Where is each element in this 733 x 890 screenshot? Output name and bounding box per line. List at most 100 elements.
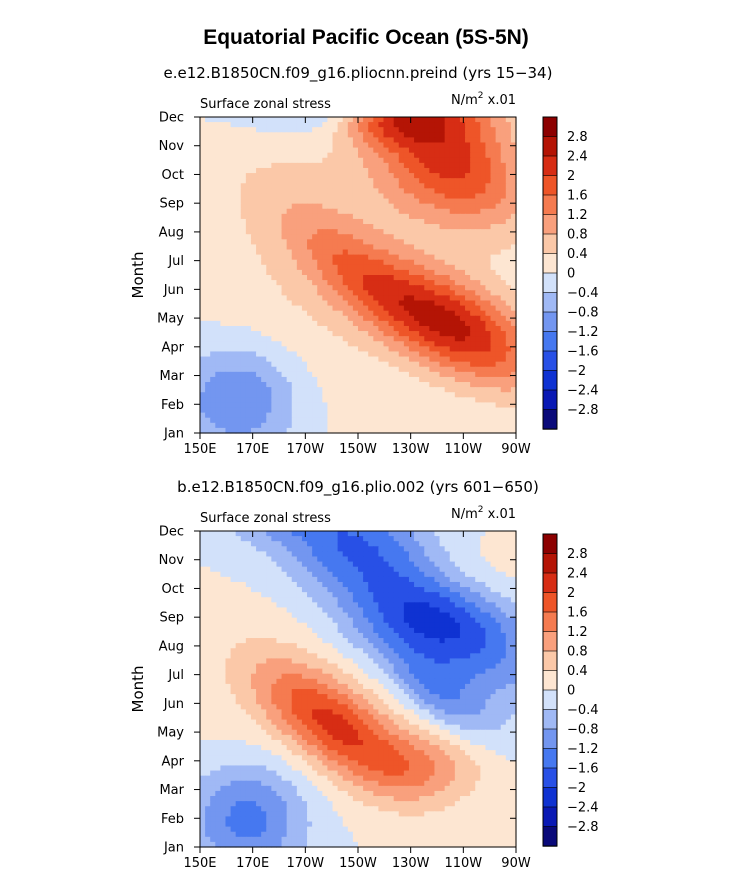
heatmap-cell bbox=[398, 142, 405, 149]
heatmap-cell bbox=[205, 249, 211, 256]
heatmap-cell bbox=[296, 203, 303, 210]
heatmap-cell bbox=[296, 427, 303, 434]
heatmap-cell bbox=[296, 122, 303, 128]
heatmap-cell bbox=[388, 117, 395, 123]
heatmap-cell bbox=[332, 427, 339, 434]
heatmap-cell bbox=[434, 290, 441, 296]
heatmap-cell bbox=[388, 371, 395, 378]
heatmap-cell bbox=[378, 275, 385, 281]
heatmap-cell bbox=[312, 331, 318, 337]
heatmap-cell bbox=[352, 300, 359, 307]
heatmap-cell bbox=[368, 315, 374, 322]
heatmap-cell bbox=[220, 147, 227, 154]
heatmap-cell bbox=[296, 392, 303, 398]
heatmap-cell bbox=[322, 208, 329, 215]
heatmap-cell bbox=[235, 208, 242, 215]
heatmap-cell bbox=[485, 315, 492, 322]
heatmap-cell bbox=[332, 315, 339, 322]
heatmap-cell bbox=[327, 137, 334, 144]
heatmap-cell bbox=[235, 541, 242, 547]
heatmap-cell bbox=[230, 541, 237, 547]
heatmap-cell bbox=[301, 218, 308, 225]
heatmap-cell bbox=[332, 417, 339, 424]
heatmap-cell bbox=[439, 602, 446, 609]
heatmap-cell bbox=[281, 602, 288, 609]
heatmap-cell bbox=[291, 178, 298, 184]
heatmap-cell bbox=[505, 188, 512, 195]
heatmap-cell bbox=[250, 541, 257, 547]
heatmap-cell bbox=[398, 320, 405, 327]
heatmap-cell bbox=[200, 602, 206, 609]
heatmap-cell bbox=[301, 157, 308, 164]
heatmap-cell bbox=[363, 127, 369, 133]
heatmap-cell bbox=[342, 531, 349, 537]
heatmap-cell bbox=[250, 325, 257, 332]
heatmap-cell bbox=[301, 602, 308, 609]
heatmap-cell bbox=[393, 280, 400, 286]
heatmap-cell bbox=[444, 587, 451, 593]
heatmap-cell bbox=[205, 280, 211, 286]
heatmap-cell bbox=[307, 331, 313, 337]
heatmap-cell bbox=[266, 597, 272, 603]
heatmap-cell bbox=[210, 239, 216, 246]
heatmap-cell bbox=[500, 290, 507, 296]
heatmap-cell bbox=[505, 229, 512, 235]
heatmap-cell bbox=[250, 259, 257, 266]
heatmap-cell bbox=[327, 152, 334, 159]
heatmap-cell bbox=[205, 356, 211, 363]
heatmap-cell bbox=[322, 152, 329, 159]
heatmap-cell bbox=[408, 597, 415, 603]
heatmap-cell bbox=[403, 331, 410, 337]
heatmap-cell bbox=[434, 147, 441, 154]
heatmap-cell bbox=[500, 300, 507, 307]
heatmap-cell bbox=[449, 142, 456, 149]
heatmap-cell bbox=[235, 122, 242, 128]
heatmap-cell bbox=[393, 122, 400, 128]
heatmap-cell bbox=[388, 427, 395, 434]
heatmap-cell bbox=[210, 295, 216, 302]
heatmap-cell bbox=[322, 320, 329, 327]
heatmap-cell bbox=[337, 531, 344, 537]
heatmap-cell bbox=[230, 346, 237, 353]
heatmap-cell bbox=[245, 571, 252, 578]
heatmap-cell bbox=[434, 422, 441, 429]
heatmap-cell bbox=[439, 315, 446, 322]
heatmap-cell bbox=[373, 280, 379, 286]
heatmap-cell bbox=[449, 356, 456, 363]
heatmap-cell bbox=[378, 387, 385, 393]
heatmap-cell bbox=[322, 351, 329, 358]
heatmap-cell bbox=[424, 117, 430, 123]
heatmap-cell bbox=[317, 531, 323, 537]
heatmap-cell bbox=[414, 132, 420, 138]
heatmap-cell bbox=[301, 541, 308, 547]
heatmap-cell bbox=[419, 162, 425, 169]
heatmap-cell bbox=[398, 361, 405, 368]
heatmap-cell bbox=[424, 167, 430, 174]
heatmap-cell bbox=[281, 561, 288, 568]
heatmap-cell bbox=[414, 546, 420, 552]
heatmap-cell bbox=[408, 581, 415, 588]
heatmap-cell bbox=[332, 366, 339, 373]
heatmap-cell bbox=[470, 602, 476, 609]
heatmap-cell bbox=[312, 310, 318, 317]
heatmap-cell bbox=[398, 244, 405, 251]
heatmap-cell bbox=[419, 412, 425, 419]
heatmap-cell bbox=[490, 427, 497, 434]
heatmap-cell bbox=[352, 183, 359, 189]
heatmap-cell bbox=[363, 346, 369, 353]
heatmap-cell bbox=[459, 122, 466, 128]
heatmap-cell bbox=[480, 137, 487, 144]
heatmap-cell bbox=[419, 234, 425, 240]
heatmap-cell bbox=[444, 417, 451, 424]
heatmap-cell bbox=[495, 566, 502, 573]
heatmap-cell bbox=[470, 541, 476, 547]
heatmap-cell bbox=[495, 254, 502, 261]
heatmap-cell bbox=[296, 290, 303, 296]
heatmap-cell bbox=[215, 546, 221, 552]
heatmap-cell bbox=[454, 412, 461, 419]
heatmap-cell bbox=[312, 152, 318, 159]
heatmap-cell bbox=[495, 536, 502, 542]
heatmap-cell bbox=[434, 264, 441, 271]
heatmap-cell bbox=[261, 198, 267, 205]
heatmap-cell bbox=[322, 325, 329, 332]
